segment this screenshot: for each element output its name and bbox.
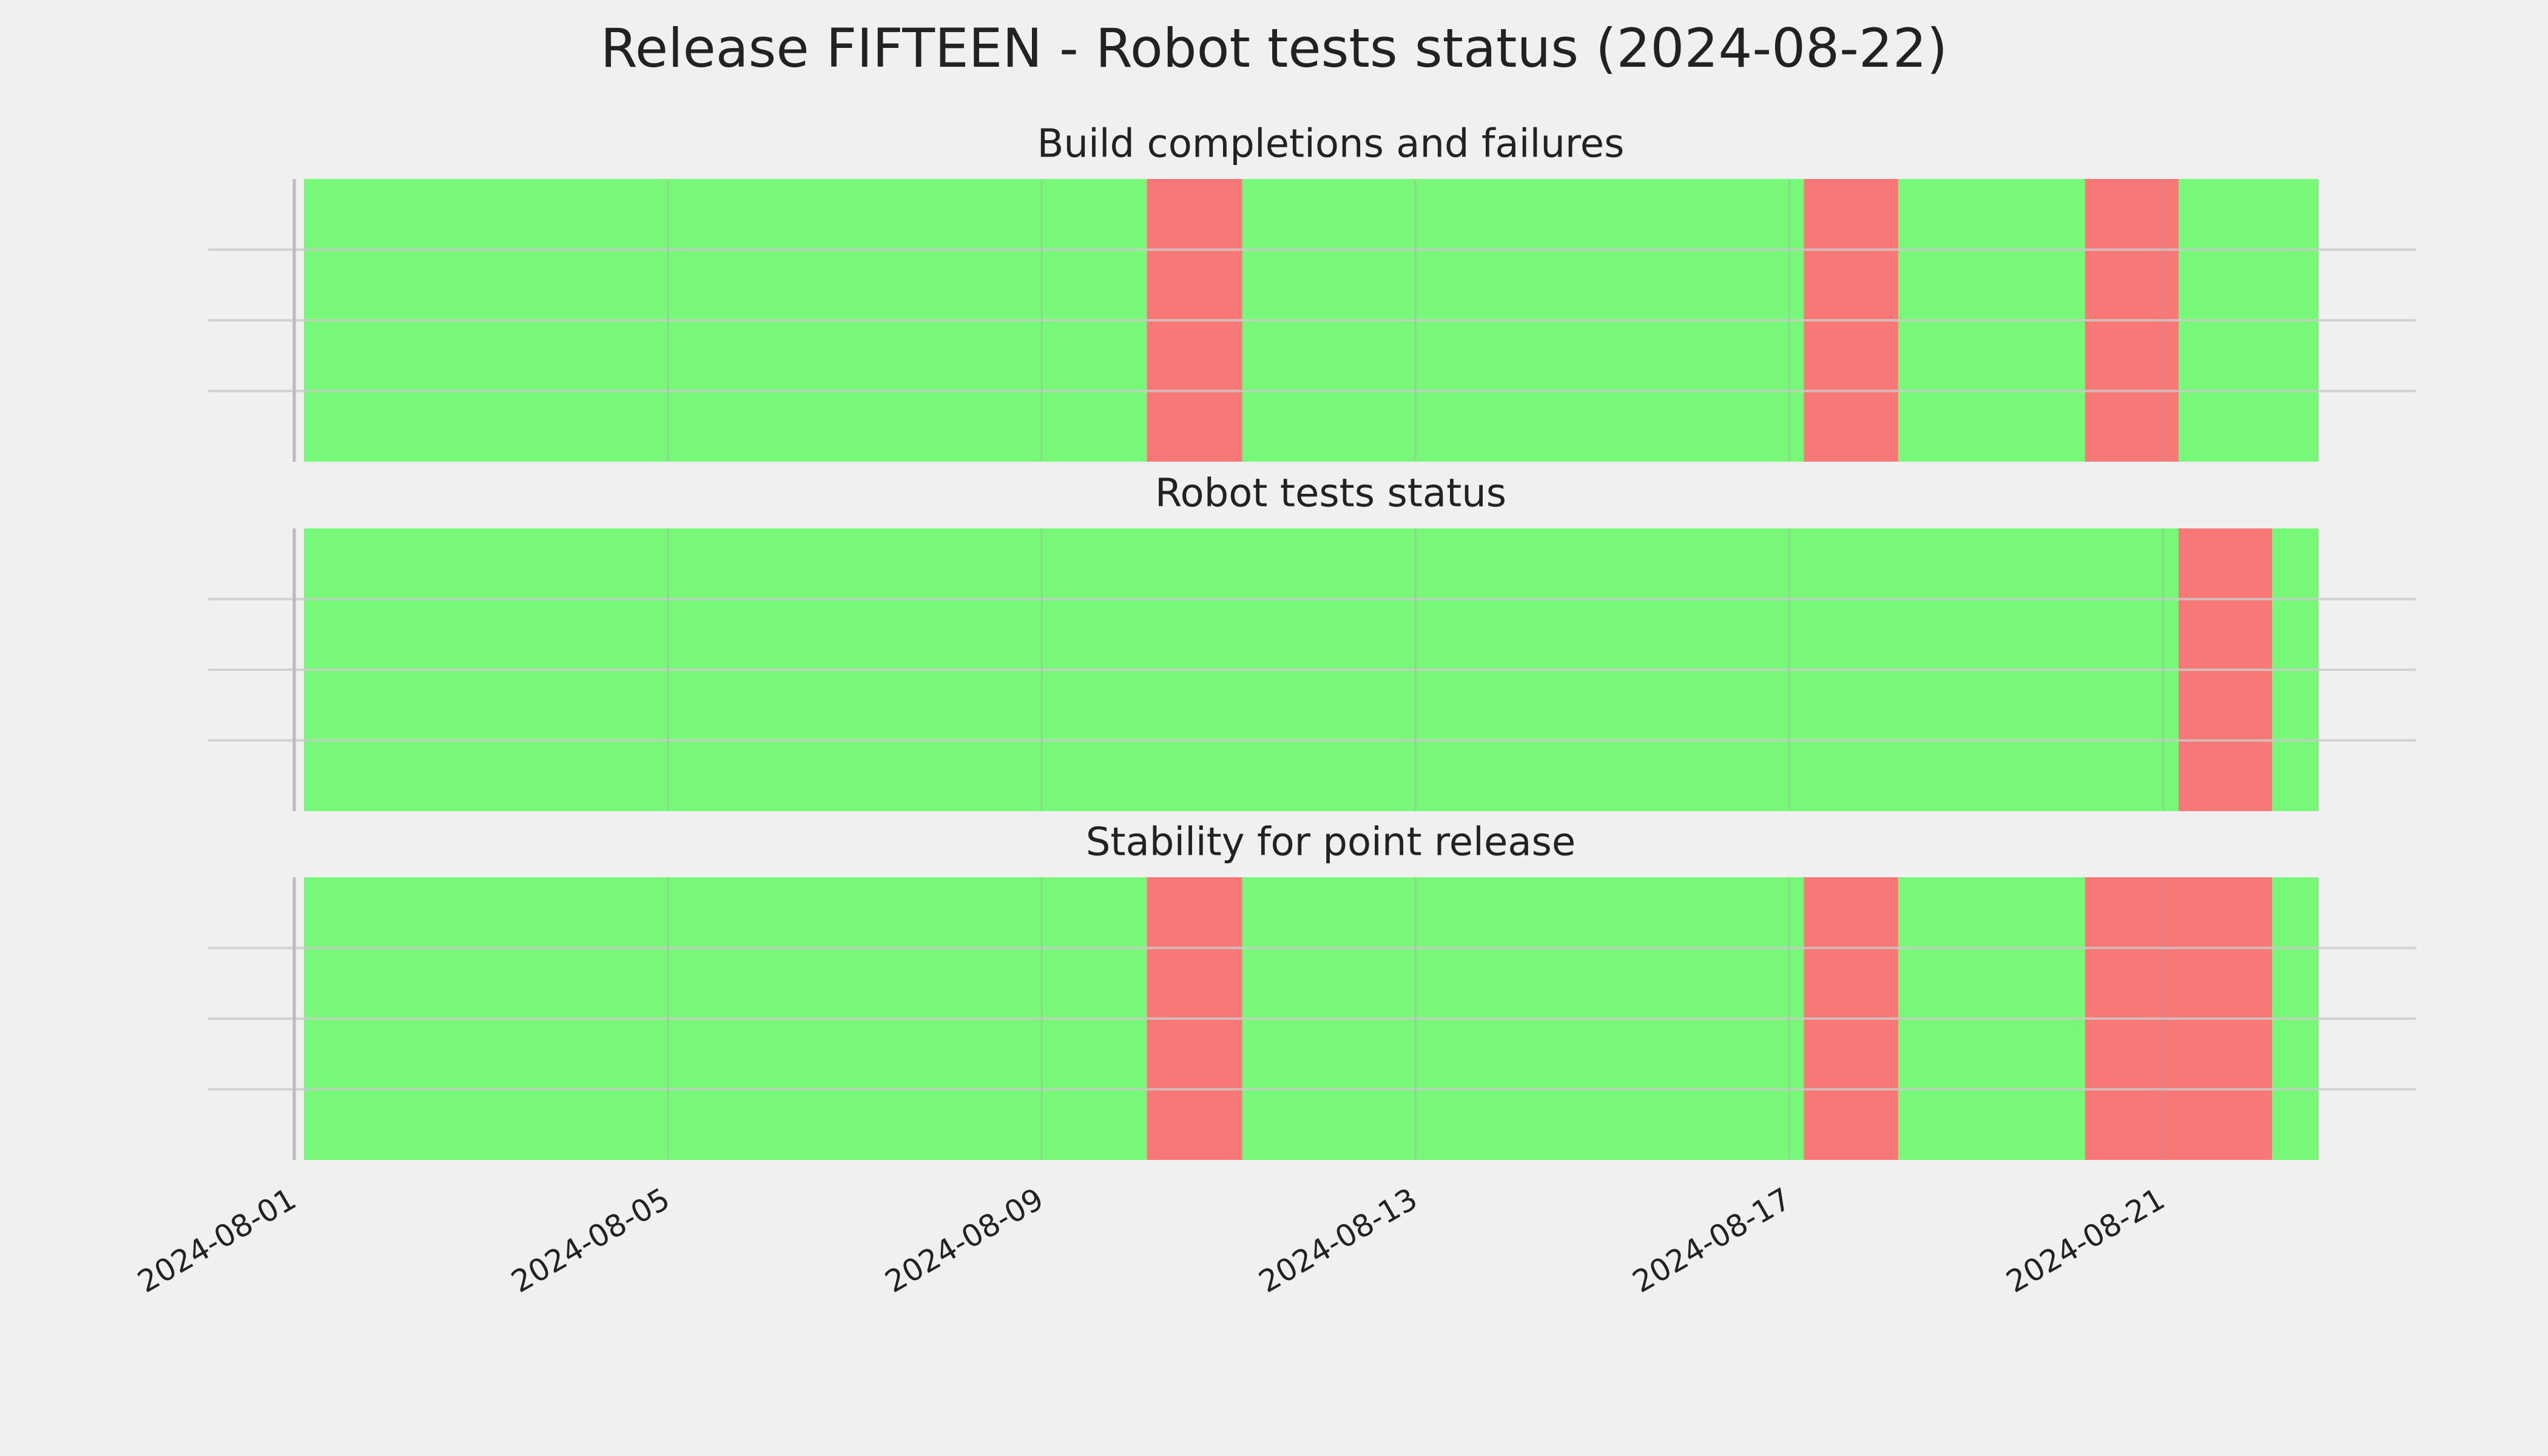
panel-title: Build completions and failures [1037,122,1625,167]
panel-title: Stability for point release [1086,820,1576,865]
panel-title: Robot tests status [1155,471,1506,516]
chart-title: Release FIFTEEN - Robot tests status (20… [601,17,1947,79]
